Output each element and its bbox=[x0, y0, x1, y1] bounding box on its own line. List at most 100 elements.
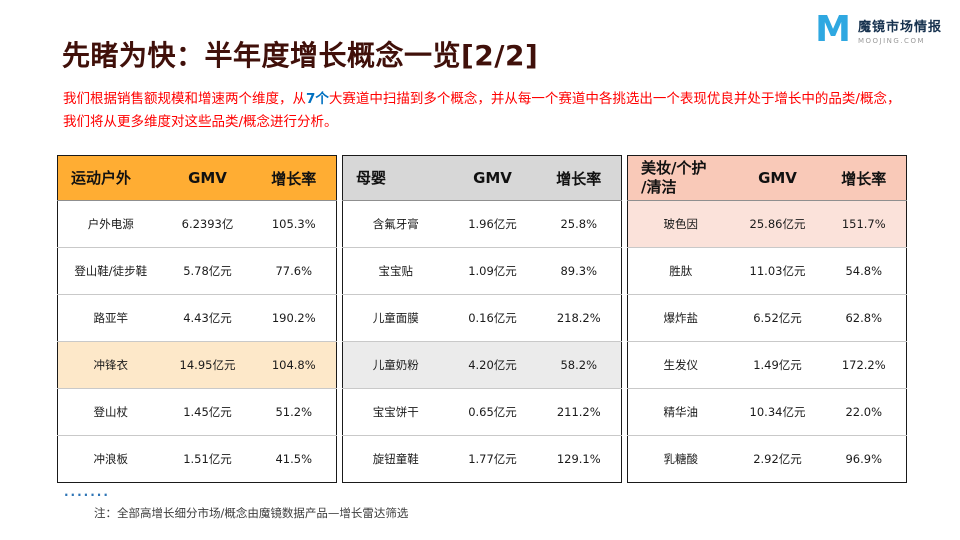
table-row: 宝宝饼干 0.65亿元 211.2% bbox=[342, 389, 622, 436]
concept-name: 冲锋衣 bbox=[93, 358, 129, 372]
growth-value: 218.2% bbox=[556, 311, 601, 325]
gmv-header: GMV bbox=[188, 169, 227, 187]
growth-value: 51.2% bbox=[275, 405, 313, 419]
table-sports-outdoor: 运动户外 GMV 增长率 户外电源 6.2393亿 105.3% 登山鞋/徒步鞋… bbox=[57, 155, 337, 483]
gmv-value: 1.77亿元 bbox=[468, 452, 517, 466]
page-title: 先睹为快：半年度增长概念一览[2/2] bbox=[62, 39, 539, 72]
gmv-value: 4.43亿元 bbox=[183, 311, 232, 325]
growth-value: 129.1% bbox=[556, 452, 601, 466]
gmv-value: 25.86亿元 bbox=[749, 217, 806, 231]
gmv-value: 1.96亿元 bbox=[468, 217, 517, 231]
table-row: 乳糖酸 2.92亿元 96.9% bbox=[628, 436, 907, 483]
gmv-header: GMV bbox=[758, 169, 797, 187]
gmv-value: 2.92亿元 bbox=[753, 452, 802, 466]
gmv-value: 6.2393亿 bbox=[181, 217, 234, 231]
growth-value: 211.2% bbox=[556, 405, 601, 419]
table-row: 爆炸盐 6.52亿元 62.8% bbox=[627, 295, 907, 342]
moojing-logo: M 魔镜市场情报 MOOJING.COM bbox=[815, 9, 942, 50]
table-row: 含氟牙膏 1.96亿元 25.8% bbox=[342, 201, 622, 248]
growth-header: 增长率 bbox=[841, 169, 887, 188]
growth-value: 54.8% bbox=[845, 264, 883, 278]
footnote-text: 注：全部高增长细分市场/概念由魔镜数据产品—增长雷达筛选 bbox=[94, 506, 409, 520]
concept-name: 玻色因 bbox=[663, 217, 699, 231]
growth-value: 89.3% bbox=[560, 264, 598, 278]
table-row-highlighted: 儿童奶粉 4.20亿元 58.2% bbox=[342, 341, 622, 389]
gmv-value: 5.78亿元 bbox=[183, 264, 232, 278]
concept-name: 户外电源 bbox=[87, 217, 134, 231]
growth-value: 104.8% bbox=[271, 358, 316, 372]
growth-header: 增长率 bbox=[556, 169, 602, 188]
gmv-value: 1.51亿元 bbox=[183, 452, 232, 466]
gmv-value: 1.09亿元 bbox=[468, 264, 517, 278]
growth-value: 77.6% bbox=[275, 264, 313, 278]
category-header: 运动户外 bbox=[71, 168, 132, 187]
moojing-logo-icon: M bbox=[815, 9, 851, 50]
table-row: 胜肽 11.03亿元 54.8% bbox=[627, 248, 907, 295]
growth-value: 105.3% bbox=[271, 217, 316, 231]
concept-name: 乳糖酸 bbox=[663, 452, 699, 466]
growth-value: 190.2% bbox=[271, 311, 316, 325]
concept-name: 儿童面膜 bbox=[372, 311, 419, 325]
gmv-value: 6.52亿元 bbox=[753, 311, 802, 325]
intro-part2: 大赛道中扫描到多个概念，并从每一个赛道中各挑选出一个表现优良并处于增长中的品类/… bbox=[63, 91, 901, 130]
table-row-highlighted: 玻色因 25.86亿元 151.7% bbox=[627, 200, 907, 248]
logo-texts: 魔镜市场情报 MOOJING.COM bbox=[858, 16, 942, 45]
concept-name: 爆炸盐 bbox=[663, 311, 699, 325]
table-row: 精华油 10.34亿元 22.0% bbox=[627, 389, 907, 436]
table-row: 生发仪 1.49亿元 172.2% bbox=[627, 342, 907, 389]
decorative-dots: ······· bbox=[64, 488, 110, 502]
table-row: 路亚竿 4.43亿元 190.2% bbox=[57, 295, 337, 342]
table-beauty-care: 美妆/个护 /清洁 GMV 增长率 玻色因 25.86亿元 151.7% 胜肽 … bbox=[627, 155, 907, 483]
concept-name: 精华油 bbox=[663, 405, 699, 419]
table-row-highlighted: 冲锋衣 14.95亿元 104.8% bbox=[57, 341, 337, 389]
table-header-row: 运动户外 GMV 增长率 bbox=[57, 155, 337, 201]
gmv-value: 1.49亿元 bbox=[753, 358, 802, 372]
gmv-value: 10.34亿元 bbox=[749, 405, 806, 419]
intro-highlight: 7个 bbox=[306, 91, 329, 107]
concept-name: 登山鞋/徒步鞋 bbox=[74, 264, 148, 278]
category-header: 母婴 bbox=[356, 168, 387, 187]
growth-value: 151.7% bbox=[841, 217, 886, 231]
table-row: 旋钮童鞋 1.77亿元 129.1% bbox=[343, 436, 622, 483]
growth-header: 增长率 bbox=[271, 169, 317, 188]
gmv-header: GMV bbox=[473, 169, 512, 187]
gmv-value: 11.03亿元 bbox=[749, 264, 806, 278]
intro-text: 我们根据销售额规模和增速两个维度，从7个大赛道中扫描到多个概念，并从每一个赛道中… bbox=[63, 88, 901, 134]
concept-name: 儿童奶粉 bbox=[372, 358, 419, 372]
concept-name: 登山杖 bbox=[93, 405, 129, 419]
table-mother-baby: 母婴 GMV 增长率 含氟牙膏 1.96亿元 25.8% 宝宝贴 1.09亿元 … bbox=[342, 155, 622, 483]
logo-name: 魔镜市场情报 bbox=[857, 19, 942, 35]
table-row: 儿童面膜 0.16亿元 218.2% bbox=[342, 295, 622, 342]
table-row: 户外电源 6.2393亿 105.3% bbox=[57, 201, 337, 248]
gmv-value: 14.95亿元 bbox=[179, 358, 236, 372]
concept-name: 路亚竿 bbox=[93, 311, 129, 325]
gmv-value: 1.45亿元 bbox=[183, 405, 232, 419]
table-row: 登山杖 1.45亿元 51.2% bbox=[57, 389, 337, 436]
logo-domain: MOOJING.COM bbox=[857, 36, 925, 45]
growth-value: 62.8% bbox=[845, 311, 883, 325]
growth-value: 25.8% bbox=[560, 217, 598, 231]
gmv-value: 4.20亿元 bbox=[468, 358, 517, 372]
concept-name: 宝宝贴 bbox=[378, 264, 414, 278]
growth-value: 41.5% bbox=[275, 452, 313, 466]
concept-name: 胜肽 bbox=[669, 264, 693, 278]
concept-name: 旋钮童鞋 bbox=[372, 452, 419, 466]
concept-name: 冲浪板 bbox=[93, 452, 129, 466]
category-header: 美妆/个护 /清洁 bbox=[641, 159, 707, 196]
gmv-value: 0.16亿元 bbox=[468, 311, 517, 325]
concept-name: 宝宝饼干 bbox=[372, 405, 419, 419]
table-row: 宝宝贴 1.09亿元 89.3% bbox=[342, 248, 622, 295]
growth-value: 22.0% bbox=[845, 405, 883, 419]
tables-container: 运动户外 GMV 增长率 户外电源 6.2393亿 105.3% 登山鞋/徒步鞋… bbox=[57, 155, 907, 483]
growth-value: 96.9% bbox=[845, 452, 883, 466]
table-row: 冲浪板 1.51亿元 41.5% bbox=[58, 436, 337, 483]
table-header-row: 母婴 GMV 增长率 bbox=[342, 155, 622, 201]
growth-value: 58.2% bbox=[560, 358, 598, 372]
growth-value: 172.2% bbox=[841, 358, 886, 372]
concept-name: 生发仪 bbox=[663, 358, 699, 372]
intro-part1: 我们根据销售额规模和增速两个维度，从 bbox=[63, 91, 306, 107]
table-header-row: 美妆/个护 /清洁 GMV 增长率 bbox=[627, 155, 907, 201]
concept-name: 含氟牙膏 bbox=[372, 217, 419, 231]
gmv-value: 0.65亿元 bbox=[468, 405, 517, 419]
